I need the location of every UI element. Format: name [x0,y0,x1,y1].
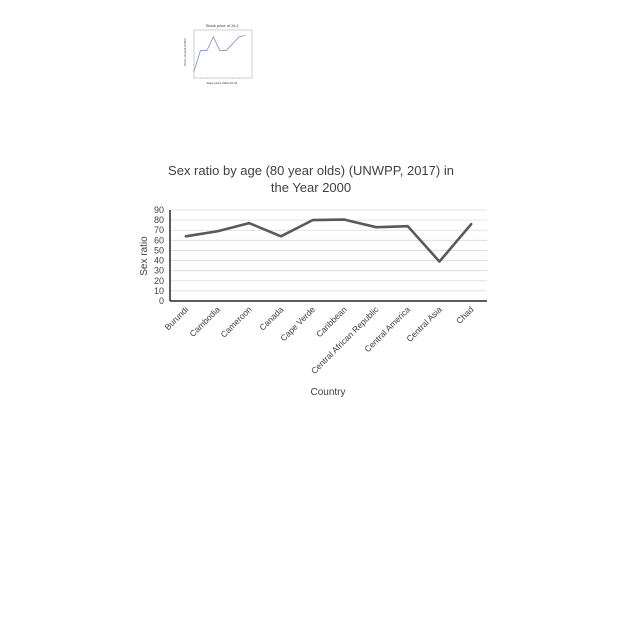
series-line [184,218,473,263]
x-tick-label: Chad [454,304,476,326]
y-tick-label: 30 [154,266,164,276]
axes [169,210,487,302]
x-tick-label: Cape Verde [278,304,317,343]
y-tick-label: 10 [154,286,164,296]
y-axis-label: Sex ratio [139,236,150,276]
y-tick-label: 20 [154,276,164,286]
mini-chart-plot-area [193,29,253,79]
sex-ratio-chart: Sex ratio by age (80 year olds) (UNWPP, … [139,163,487,398]
stock-price-mini-chart: Stock price of XLJ Days since 2022-10-01… [183,23,253,85]
chart-title-line-2: the Year 2000 [271,180,351,195]
y-tick-label: 40 [154,256,164,266]
sex-ratio-line [184,218,473,263]
x-tick-label: Cambodia [187,304,222,339]
chart-title-line-1: Sex ratio by age (80 year olds) (UNWPP, … [168,163,454,178]
y-tick-label: 90 [154,205,164,215]
x-tick-label: Cameroon [219,304,254,339]
mini-chart-frame [193,29,253,79]
y-tick-label: 0 [159,296,164,306]
gridlines [170,209,487,292]
y-tick-label: 50 [154,245,164,255]
x-tick-label: Canada [257,304,285,332]
mini-chart-title: Stock price of XLJ [206,23,238,28]
mini-chart-x-axis-label: Days since 2022-10-01 [207,81,238,85]
y-tick-label: 70 [154,225,164,235]
x-axis-label: Country [310,387,345,398]
x-tick-label: Burundi [162,304,190,332]
mini-chart-line [193,35,246,72]
y-tick-label: 60 [154,235,164,245]
mini-chart-y-axis-label: Price of stock (USD) [183,38,187,65]
y-tick-label: 80 [154,215,164,225]
